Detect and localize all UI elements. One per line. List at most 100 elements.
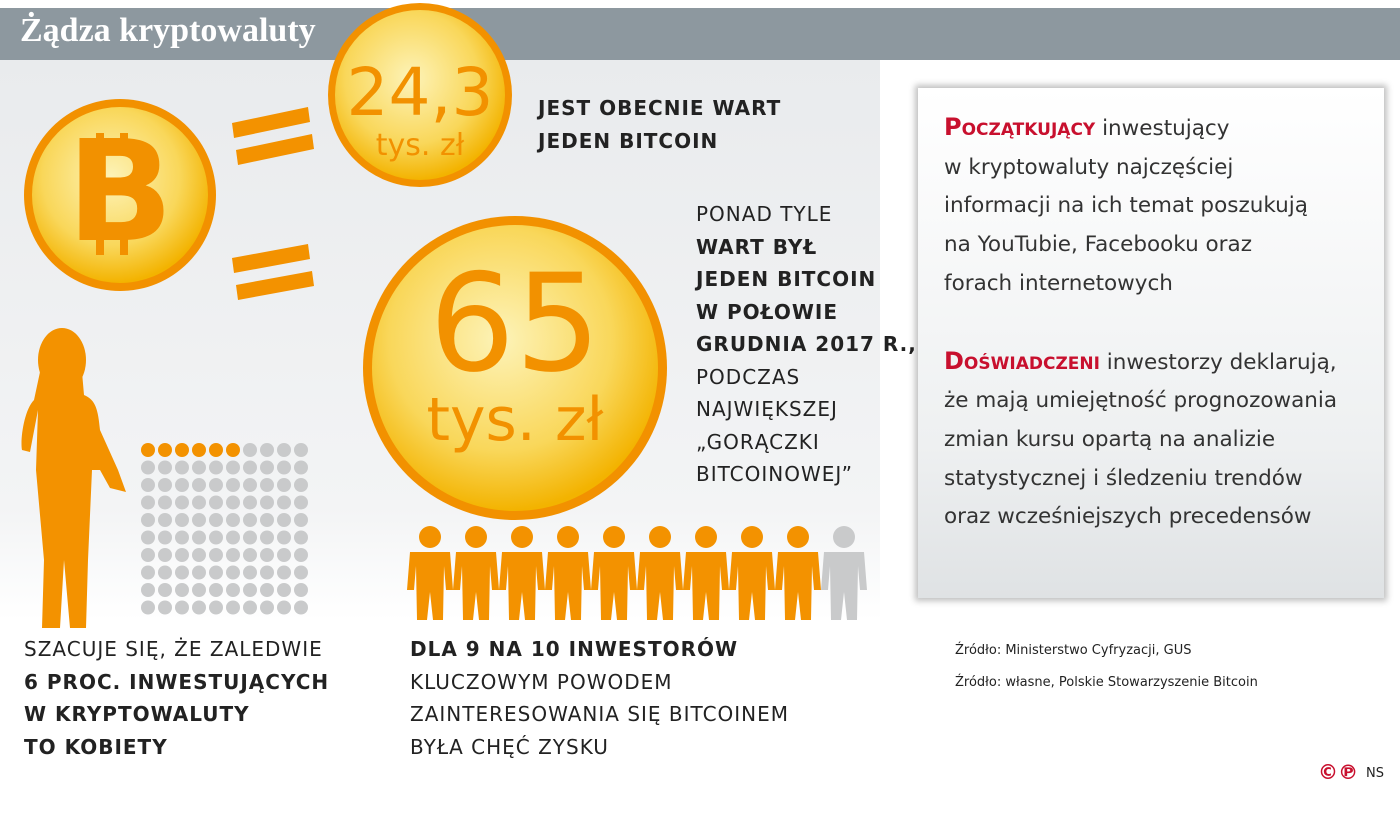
dot xyxy=(226,460,240,475)
dot xyxy=(277,583,291,597)
person-body xyxy=(591,552,637,620)
dot xyxy=(260,548,274,562)
person-body xyxy=(821,552,867,620)
dot xyxy=(277,530,291,545)
dot xyxy=(209,565,223,580)
dot xyxy=(260,443,274,457)
text: inwestujący xyxy=(1102,116,1230,141)
person xyxy=(683,526,729,620)
person-head xyxy=(695,526,717,548)
info-text: Początkujący inwestujący w kryptowaluty n… xyxy=(944,108,1337,537)
person-head xyxy=(787,526,809,548)
dot xyxy=(294,565,308,580)
dot xyxy=(243,548,257,562)
person-body xyxy=(453,552,499,620)
dot xyxy=(175,565,189,580)
dot xyxy=(141,565,155,580)
caption-line: NAJWIĘKSZEJ xyxy=(696,397,838,421)
dot xyxy=(192,565,206,580)
person xyxy=(591,526,637,620)
dot xyxy=(226,478,240,492)
dot xyxy=(277,513,291,527)
dot xyxy=(226,443,240,457)
person-head xyxy=(419,526,441,548)
dot xyxy=(277,495,291,510)
coin-value: 24,3 xyxy=(347,54,494,131)
dot xyxy=(260,530,274,545)
text: inwestorzy deklarują, xyxy=(1106,349,1337,375)
text-line: informacji na ich temat poszukują xyxy=(944,193,1308,219)
dot xyxy=(175,513,189,527)
caption-line: BITCOINOWEJ” xyxy=(696,462,854,486)
person xyxy=(407,526,453,620)
caption: DLA 9 NA 10 INWESTORÓW KLUCZOWYM POWODEM… xyxy=(410,633,789,763)
caption-line: „GORĄCZKI xyxy=(696,429,820,454)
copyright: ©℗ xyxy=(1318,760,1358,784)
person-body xyxy=(775,552,821,620)
person xyxy=(453,526,499,620)
dot xyxy=(277,600,291,615)
dot xyxy=(277,460,291,475)
caption-line: TO KOBIETY xyxy=(24,734,168,759)
dot xyxy=(277,478,291,492)
dot xyxy=(226,548,240,562)
dot xyxy=(192,495,206,510)
dot xyxy=(158,530,172,545)
dot xyxy=(243,513,257,527)
person xyxy=(637,526,683,620)
dot xyxy=(192,600,206,615)
dot xyxy=(226,565,240,580)
info-box xyxy=(918,88,1384,598)
dot xyxy=(158,443,172,457)
text-line: Doświadczeni inwestorzy deklarują, xyxy=(944,342,1337,383)
dot xyxy=(192,513,206,527)
person xyxy=(775,526,821,620)
dot xyxy=(277,443,291,457)
dot xyxy=(141,460,155,475)
dot xyxy=(158,548,172,562)
dot xyxy=(226,495,240,510)
dot xyxy=(294,443,308,457)
woman-silhouette xyxy=(21,328,126,628)
dot xyxy=(209,495,223,510)
caption-line: JEDEN BITCOIN xyxy=(696,267,877,291)
caption-line: 6 PROC. INWESTUJĄCYCH xyxy=(24,669,330,694)
dot xyxy=(226,583,240,597)
dot xyxy=(260,460,274,475)
dot xyxy=(294,600,308,615)
dot xyxy=(260,600,274,615)
dot xyxy=(243,583,257,597)
dot xyxy=(294,548,308,562)
dot xyxy=(192,530,206,545)
dot xyxy=(192,548,206,562)
source: Źródło: własne, Polskie Stowarzyszenie B… xyxy=(955,675,1258,690)
caption-line: PONAD TYLE xyxy=(696,202,833,226)
header-bar xyxy=(0,8,1400,60)
equals-signs xyxy=(232,107,314,300)
dot xyxy=(294,460,308,475)
dot xyxy=(209,513,223,527)
dot xyxy=(294,495,308,510)
caption-line: BYŁA CHĘĆ ZYSKU xyxy=(410,734,609,759)
coin-value: 65 xyxy=(429,245,601,402)
coin-peak xyxy=(363,216,667,520)
dot xyxy=(192,583,206,597)
dot xyxy=(260,478,274,492)
dot xyxy=(141,495,155,510)
dot xyxy=(209,530,223,545)
person-head xyxy=(511,526,533,548)
person-head xyxy=(603,526,625,548)
text-line: na YouTubie, Facebooku oraz xyxy=(944,232,1252,258)
dot xyxy=(158,478,172,492)
dot xyxy=(158,583,172,597)
dot xyxy=(209,460,223,475)
dot xyxy=(175,478,189,492)
person-head xyxy=(649,526,671,548)
person-body xyxy=(499,552,545,620)
person-body xyxy=(407,552,453,620)
dot xyxy=(141,443,155,457)
dot xyxy=(141,583,155,597)
dot xyxy=(294,530,308,545)
dot xyxy=(226,530,240,545)
caption-line: ZAINTERESOWANIA SIĘ BITCOINEM xyxy=(410,702,790,726)
